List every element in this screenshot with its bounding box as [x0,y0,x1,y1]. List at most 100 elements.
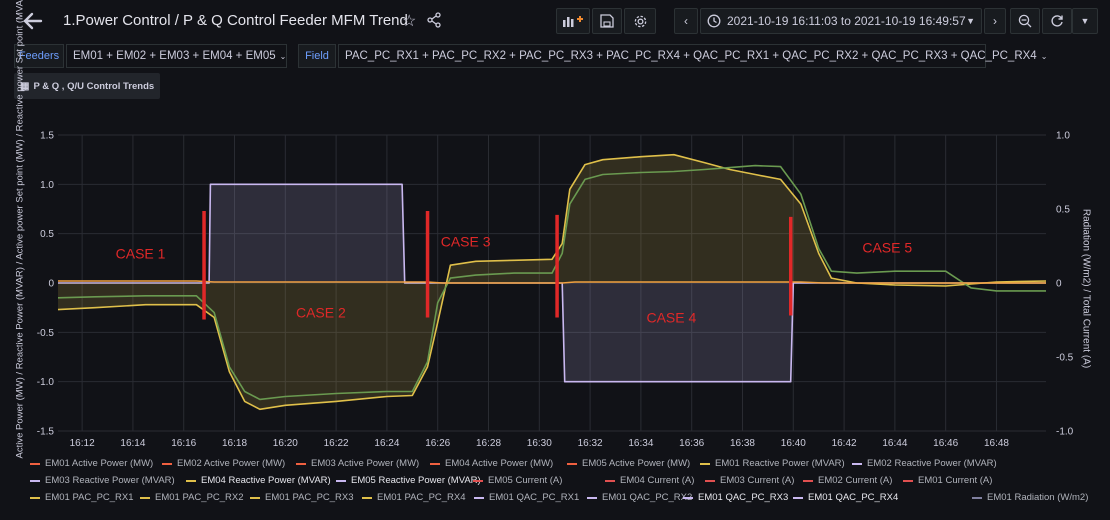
add-panel-button[interactable] [556,8,590,34]
legend-swatch [705,479,715,482]
legend-swatch [587,496,597,499]
y-tick-label: 1.0 [40,180,54,191]
variables-bar: Feeders EM01 + EM02 + EM03 + EM04 + EM05… [0,44,1110,104]
legend-swatch [162,462,172,465]
field-select[interactable]: PAC_PC_RX1 + PAC_PC_RX2 + PAC_PC_RX3 + P… [338,44,1047,68]
x-tick-label: 16:18 [222,438,247,449]
star-icon[interactable]: ☆ [402,13,417,30]
x-tick-label: 16:12 [70,438,95,449]
legend-item[interactable]: EM01 QAC_PC_RX4 [793,492,898,503]
legend-item[interactable]: EM01 Radiation (W/m2) [972,492,1088,503]
zoom-out-button[interactable] [1010,8,1040,34]
legend-label: EM05 Active Power (MW) [582,458,691,469]
legend-item[interactable]: EM01 Reactive Power (MVAR) [700,458,845,469]
legend-label: EM02 Reactive Power (MVAR) [867,458,997,469]
legend-label: EM05 Current (A) [488,475,563,486]
case-label: CASE 4 [646,309,696,325]
legend-label: EM01 QAC_PC_RX2 [602,492,693,503]
y2-tick-label: 0.5 [1056,205,1070,216]
legend-label: EM01 Current (A) [918,475,993,486]
legend-swatch [473,479,483,482]
legend-label: EM02 Current (A) [818,475,893,486]
legend-item[interactable]: EM02 Current (A) [803,475,892,486]
row-header[interactable]: ▦ P & Q , Q/U Control Trends [14,73,161,99]
legend-label: EM01 Active Power (MW) [45,458,154,469]
legend-item[interactable]: EM01 PAC_PC_RX1 [30,492,134,503]
y-axis-right-label: Radiation (W/m2) / Total Current (A) [1080,208,1092,369]
share-icon[interactable] [427,12,441,28]
y-tick-label: 0 [48,279,54,290]
time-back-button[interactable]: ‹ [674,8,698,34]
field-label: Field [298,44,336,68]
chevron-left-icon: ‹ [684,14,688,28]
series-line [57,164,1046,401]
legend-label: EM01 PAC_PC_RX3 [265,492,354,503]
legend-item[interactable]: EM04 Reactive Power (MVAR) [186,475,331,486]
legend-item[interactable]: EM03 Reactive Power (MVAR) [30,475,175,486]
case-label: CASE 5 [862,239,912,255]
trend-chart: 1.5 1.0 0.5 0 -0.5 -1.0 -1.5 1.0 0.5 0 -0.5 -1.0 16:… [37,131,1074,450]
legend-swatch [250,496,260,499]
legend-item[interactable]: EM01 Current (A) [903,475,992,486]
legend-item[interactable]: EM04 Active Power (MW) [430,458,553,469]
legend-item[interactable]: EM05 Active Power (MW) [567,458,690,469]
refresh-interval-dropdown[interactable]: ▼ [1072,8,1098,34]
legend-item[interactable]: EM01 QAC_PC_RX2 [587,492,692,503]
legend-swatch [30,462,40,465]
legend-item[interactable]: EM01 PAC_PC_RX4 [362,492,466,503]
y2-tick-label: 1.0 [1056,131,1070,142]
y-tick-label: -1.5 [37,427,55,438]
legend-item[interactable]: EM02 Active Power (MW) [162,458,285,469]
legend-item[interactable]: EM01 QAC_PC_RX3 [683,492,788,503]
x-tick-label: 16:16 [171,438,196,449]
settings-button[interactable] [624,8,656,34]
legend-item[interactable]: EM05 Current (A) [473,475,562,486]
add-panel-icon [563,16,583,27]
time-range-picker[interactable]: 2021-10-19 16:11:03 to 2021-10-19 16:49:… [700,8,982,34]
feeders-select[interactable]: EM01 + EM02 + EM03 + EM04 + EM05 ⌄ [66,44,287,68]
y-tick-label: -0.5 [37,328,55,339]
legend-item[interactable]: EM04 Current (A) [605,475,694,486]
legend-item[interactable]: EM03 Active Power (MW) [296,458,419,469]
x-tick-label: 16:40 [781,438,806,449]
refresh-button[interactable] [1042,8,1072,34]
legend-swatch [793,496,803,499]
field-select-value: PAC_PC_RX1 + PAC_PC_RX2 + PAC_PC_RX3 + P… [345,50,1037,62]
time-forward-button[interactable]: › [984,8,1006,34]
legend-label: EM05 Reactive Power (MVAR) [351,475,481,486]
chevron-right-icon: › [993,14,997,28]
time-range-text: 2021-10-19 16:11:03 to 2021-10-19 16:49:… [727,14,966,28]
legend-item[interactable]: EM05 Reactive Power (MVAR) [336,475,481,486]
legend-label: EM04 Reactive Power (MVAR) [201,475,331,486]
x-tick-label: 16:20 [273,438,298,449]
x-tick-label: 16:36 [679,438,704,449]
legend-swatch [903,479,913,482]
legend-swatch [430,462,440,465]
legend-item[interactable]: EM02 Reactive Power (MVAR) [852,458,997,469]
x-tick-label: 16:14 [120,438,145,449]
x-tick-label: 16:46 [933,438,958,449]
legend-item[interactable]: EM01 QAC_PC_RX1 [474,492,579,503]
y2-tick-label: -0.5 [1056,353,1074,364]
legend-swatch [683,496,693,499]
legend-swatch [700,462,710,465]
legend-swatch [605,479,615,482]
series-fill [58,154,1046,410]
chevron-down-icon: ▼ [1080,16,1090,26]
chevron-down-icon: ▼ [966,16,975,26]
legend-item[interactable]: EM01 PAC_PC_RX2 [140,492,244,503]
legend-swatch [30,479,40,482]
zoom-out-icon [1018,14,1032,28]
refresh-icon [1051,15,1063,27]
legend-item[interactable]: EM01 PAC_PC_RX3 [250,492,354,503]
y2-tick-label: 0 [1056,279,1062,290]
legend-item[interactable]: EM01 Active Power (MW) [30,458,153,469]
feeders-label: Feeders [14,44,64,68]
legend-item[interactable]: EM03 Current (A) [705,475,794,486]
save-dashboard-button[interactable] [592,8,622,34]
legend-swatch [186,479,196,482]
legend-swatch [852,462,862,465]
chevron-down-icon: ⌄ [279,51,287,61]
x-tick-label: 16:44 [882,438,907,449]
arrow-left-icon[interactable] [22,10,44,32]
